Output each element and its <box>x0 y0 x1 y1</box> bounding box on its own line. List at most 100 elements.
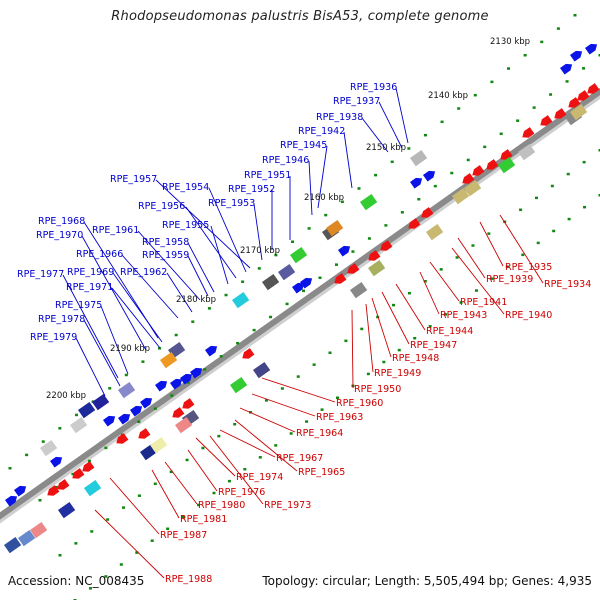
scale-tick <box>169 470 173 474</box>
leader-line <box>371 297 392 358</box>
reverse-gene-label: RPE_1974 <box>236 472 283 483</box>
scale-labels: 2130 kbp 2140 kbp 2150 kbp 2160 kbp 2170 kbp… <box>46 37 530 401</box>
forward-gene-label: RPE_1952 <box>228 184 275 195</box>
scale-tick <box>519 208 523 212</box>
scale-tick <box>158 347 162 350</box>
forward-gene-label: RPE_1956 <box>138 201 185 212</box>
leader-line <box>343 131 353 189</box>
reverse-gene-label: RPE_1960 <box>336 398 383 409</box>
gene-box <box>18 529 36 547</box>
gene-box <box>570 103 588 121</box>
scale-tick <box>336 396 339 399</box>
leader-line <box>395 87 409 144</box>
gene-box <box>498 156 516 174</box>
leader-line <box>166 272 193 313</box>
scale-tick <box>280 387 284 390</box>
scale-tick <box>490 277 494 280</box>
gene-box <box>253 361 271 379</box>
scale-tick <box>344 339 348 343</box>
scale-tick <box>318 276 322 279</box>
scale-tick <box>459 301 463 304</box>
scale-tick <box>186 381 190 384</box>
scale-tick <box>466 158 470 162</box>
scale-tick <box>499 132 503 136</box>
scale-tick <box>243 467 247 471</box>
scale-tick <box>285 302 289 306</box>
gene-arrow <box>47 485 60 496</box>
scale-tick <box>296 375 300 378</box>
scale-tick <box>269 315 273 319</box>
scale-tick <box>88 587 92 590</box>
scale-tick <box>328 351 332 354</box>
leader-line <box>62 274 119 379</box>
forward-gene-label: RPE_1968 <box>38 216 85 227</box>
scale-tick <box>534 196 538 200</box>
scale-tick <box>384 224 388 227</box>
gene-arrow <box>155 380 168 392</box>
gene-arrow <box>130 405 143 417</box>
gene-box <box>452 187 470 205</box>
scale-tick <box>423 280 427 283</box>
leader-line <box>195 437 236 477</box>
gene-arrow <box>380 240 393 251</box>
forward-gene-label: RPE_1955 <box>162 220 209 231</box>
topology-summary: Topology: circular; Length: 5,505,494 bp… <box>262 574 592 588</box>
leader-line <box>187 449 218 492</box>
scale-tick <box>450 171 454 175</box>
leader-line <box>151 469 180 519</box>
leader-line <box>112 272 163 343</box>
leader-line <box>419 271 440 315</box>
leader-line <box>111 287 161 349</box>
leader-line <box>308 160 313 216</box>
reverse-gene-label: RPE_1963 <box>316 412 363 423</box>
gene-box <box>160 351 178 369</box>
gene-box <box>368 259 386 277</box>
gene-box <box>3 536 22 554</box>
leader-line <box>94 509 165 579</box>
scale-tick <box>71 472 75 476</box>
forward-gene-label: RPE_1970 <box>36 230 83 241</box>
scale-tick <box>219 355 223 358</box>
scale-tick <box>357 187 361 190</box>
gene-arrow <box>577 90 590 101</box>
scale-tick <box>201 446 205 450</box>
leader-line <box>100 305 129 375</box>
forward-gene-label: RPE_1945 <box>280 140 327 151</box>
leader-line <box>208 187 247 273</box>
reverse-gene-label: RPE_1981 <box>180 514 227 525</box>
forward-gene-label: RPE_1957 <box>110 174 157 185</box>
gene-box <box>84 479 102 497</box>
gene-arrow <box>462 173 475 184</box>
leader-line <box>219 429 276 458</box>
scale-tick <box>274 444 278 447</box>
gene-arrow <box>205 345 218 357</box>
gene-arrow <box>570 50 583 62</box>
scale-tick <box>289 432 293 435</box>
reverse-gene-label: RPE_1967 <box>276 453 323 464</box>
scale-tick <box>474 289 478 292</box>
scale-tick <box>185 458 189 462</box>
scale-tick <box>473 93 477 97</box>
reverse-gene-label: RPE_1973 <box>264 500 311 511</box>
scale-tick <box>181 515 185 519</box>
gene-arrow <box>540 115 553 126</box>
gene-box <box>92 393 110 411</box>
label-leader-lines <box>62 87 544 579</box>
scale-tick <box>58 427 62 430</box>
scale-tick <box>433 184 437 188</box>
scale-label: 2140 kbp <box>428 91 468 101</box>
gene-arrow <box>560 63 573 75</box>
leader-line <box>253 203 263 261</box>
scale-tick <box>417 197 421 201</box>
leader-line <box>75 337 106 397</box>
leader-line <box>451 247 505 315</box>
forward-gene-label: RPE_1959 <box>142 250 189 261</box>
scale-tick <box>366 372 370 376</box>
scale-tick <box>444 313 448 316</box>
leader-line <box>395 283 426 331</box>
scale-tick <box>104 575 108 578</box>
leader-line <box>121 254 179 319</box>
leader-line <box>210 225 229 285</box>
gene-arrow <box>486 159 499 170</box>
